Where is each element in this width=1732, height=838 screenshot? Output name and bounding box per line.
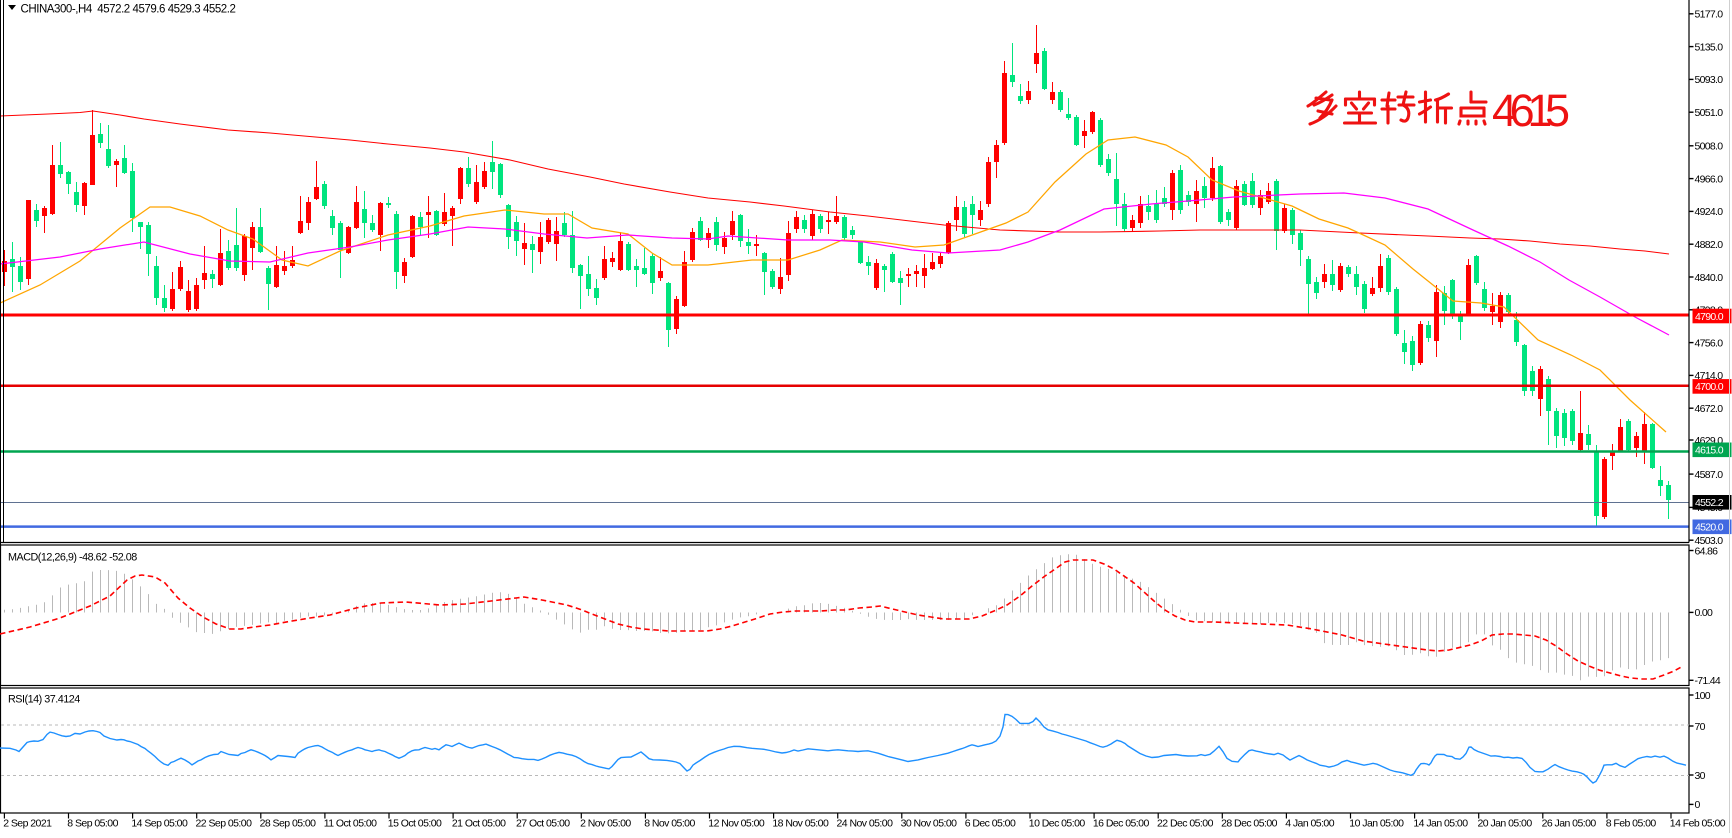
svg-text:0: 0 [1695, 799, 1701, 811]
svg-text:22 Sep 05:00: 22 Sep 05:00 [196, 818, 253, 830]
svg-text:RSI(14) 37.4124: RSI(14) 37.4124 [8, 694, 80, 706]
svg-text:4552.2: 4552.2 [1695, 497, 1724, 509]
svg-text:100: 100 [1695, 690, 1711, 702]
svg-text:27 Oct 05:00: 27 Oct 05:00 [516, 818, 570, 830]
svg-text:4840.0: 4840.0 [1695, 272, 1724, 284]
svg-text:5051.0: 5051.0 [1695, 107, 1724, 119]
svg-text:24 Nov 05:00: 24 Nov 05:00 [837, 818, 894, 830]
svg-text:4520.0: 4520.0 [1695, 522, 1724, 534]
svg-text:4587.0: 4587.0 [1695, 469, 1724, 481]
svg-text:2 Nov 05:00: 2 Nov 05:00 [580, 818, 631, 830]
svg-text:5008.0: 5008.0 [1695, 141, 1724, 153]
svg-text:11 Oct 05:00: 11 Oct 05:00 [324, 818, 377, 830]
svg-text:14 Sep 05:00: 14 Sep 05:00 [131, 818, 188, 830]
svg-text:28 Dec 05:00: 28 Dec 05:00 [1221, 818, 1278, 830]
svg-text:6 Dec 05:00: 6 Dec 05:00 [965, 818, 1016, 830]
svg-text:18 Nov 05:00: 18 Nov 05:00 [772, 818, 829, 830]
svg-text:21 Oct 05:00: 21 Oct 05:00 [452, 818, 506, 830]
svg-text:4 Jan 05:00: 4 Jan 05:00 [1285, 818, 1335, 830]
svg-text:30: 30 [1695, 770, 1706, 782]
svg-text:-71.44: -71.44 [1695, 675, 1721, 687]
svg-text:2 Sep 2021: 2 Sep 2021 [3, 818, 52, 830]
svg-text:20 Jan 05:00: 20 Jan 05:00 [1478, 818, 1533, 830]
svg-text:10 Dec 05:00: 10 Dec 05:00 [1029, 818, 1086, 830]
svg-text:5135.0: 5135.0 [1695, 41, 1724, 53]
svg-text:4503.0: 4503.0 [1695, 535, 1724, 547]
svg-text:4756.0: 4756.0 [1695, 337, 1724, 349]
svg-text:30 Nov 05:00: 30 Nov 05:00 [901, 818, 958, 830]
svg-text:CHINA300-,H4 4572.2 4579.6 45: CHINA300-,H4 4572.2 4579.6 4529.3 4552.2 [21, 4, 236, 16]
svg-text:4924.0: 4924.0 [1695, 206, 1724, 218]
svg-text:16 Dec 05:00: 16 Dec 05:00 [1093, 818, 1150, 830]
svg-text:10 Jan 05:00: 10 Jan 05:00 [1349, 818, 1404, 830]
svg-text:14 Feb 05:00: 14 Feb 05:00 [1670, 818, 1726, 830]
svg-text:15 Oct 05:00: 15 Oct 05:00 [388, 818, 442, 830]
svg-text:4615: 4615 [1492, 85, 1570, 136]
svg-text:4790.0: 4790.0 [1695, 311, 1724, 323]
svg-text:4700.0: 4700.0 [1695, 381, 1724, 393]
svg-text:5177.0: 5177.0 [1695, 9, 1724, 21]
svg-text:5093.0: 5093.0 [1695, 74, 1724, 86]
svg-text:4966.0: 4966.0 [1695, 173, 1724, 185]
svg-text:22 Dec 05:00: 22 Dec 05:00 [1157, 818, 1214, 830]
svg-text:8 Nov 05:00: 8 Nov 05:00 [644, 818, 695, 830]
svg-text:8 Feb 05:00: 8 Feb 05:00 [1606, 818, 1657, 830]
svg-text:0.00: 0.00 [1695, 607, 1713, 619]
svg-text:8 Sep 05:00: 8 Sep 05:00 [67, 818, 118, 830]
svg-text:4672.0: 4672.0 [1695, 403, 1724, 415]
svg-text:4615.0: 4615.0 [1695, 445, 1724, 457]
svg-text:12 Nov 05:00: 12 Nov 05:00 [708, 818, 765, 830]
svg-text:MACD(12,26,9) -48.62 -52.08: MACD(12,26,9) -48.62 -52.08 [8, 552, 137, 564]
svg-text:28 Sep 05:00: 28 Sep 05:00 [260, 818, 317, 830]
svg-text:64.86: 64.86 [1695, 545, 1719, 557]
svg-text:70: 70 [1695, 721, 1706, 733]
svg-text:14 Jan 05:00: 14 Jan 05:00 [1413, 818, 1468, 830]
svg-text:26 Jan 05:00: 26 Jan 05:00 [1542, 818, 1597, 830]
svg-text:4882.0: 4882.0 [1695, 239, 1724, 251]
